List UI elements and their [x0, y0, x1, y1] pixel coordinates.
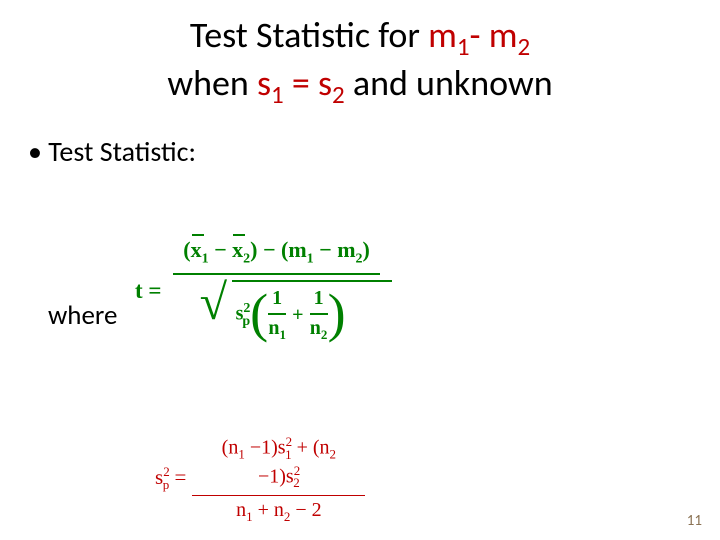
lparen-big: (: [250, 292, 268, 335]
xbar1: x: [191, 237, 202, 263]
t-numerator: (x1 − x2) − (m1 − m2): [173, 234, 380, 275]
sqrt-container: √ s2p(1n1+1n2): [208, 279, 346, 343]
eq: =: [284, 61, 318, 105]
page-number: 11: [687, 512, 702, 530]
mu-sub2: 2: [517, 31, 530, 62]
frac-1-n2: 1n2: [310, 287, 328, 343]
inner-fractions: 1n1+1n2: [268, 287, 327, 343]
dash: -: [470, 13, 489, 57]
t-equals: t =: [135, 278, 162, 303]
mu-symbol: m: [428, 13, 457, 57]
sigma-sub1: 1: [271, 79, 284, 110]
sp2-numerator: (n1 −1)s21 + (n2 −1)s22: [192, 432, 365, 496]
title-text-1: Test Statistic for: [190, 13, 428, 57]
sp-squared: s2p: [236, 301, 251, 330]
bullet-test-statistic: • Test Statistic:: [0, 134, 720, 169]
title-line2-part2: and unknown: [345, 61, 553, 105]
rparen-big: ): [328, 292, 346, 335]
sigma-symbol: s: [257, 61, 271, 105]
sp2-denominator: n1 + n2 − 2: [192, 496, 365, 525]
sp2-fraction: (n1 −1)s21 + (n2 −1)s22 n1 + n2 − 2: [192, 432, 365, 525]
t-fraction: (x1 − x2) − (m1 − m2) √ s2p(1n1+1n2): [173, 234, 380, 351]
mu-symbol-2: m: [489, 13, 518, 57]
formula-pooled-variance: s2p = (n1 −1)s21 + (n2 −1)s22 n1 + n2 − …: [155, 432, 365, 525]
formula-t-statistic: t = (x1 − x2) − (m1 − m2) √ s2p(1n1+1n2): [135, 234, 380, 351]
sp2-lhs: s2p =: [155, 464, 186, 493]
sqrt-symbol: √: [200, 273, 227, 331]
mu-sub1: 1: [457, 31, 470, 62]
sqrt-content: s2p(1n1+1n2): [208, 279, 346, 343]
slide-title: Test Statistic for m1- m2 when s1 = s2 a…: [0, 0, 720, 110]
frac-1-n1: 1n1: [268, 287, 286, 343]
xbar2: x: [232, 237, 243, 263]
sigma-symbol-2: s: [318, 61, 332, 105]
sigma-sub2: 2: [332, 79, 345, 110]
title-line2-part1: when: [167, 61, 257, 105]
t-denominator: √ s2p(1n1+1n2): [173, 275, 380, 351]
